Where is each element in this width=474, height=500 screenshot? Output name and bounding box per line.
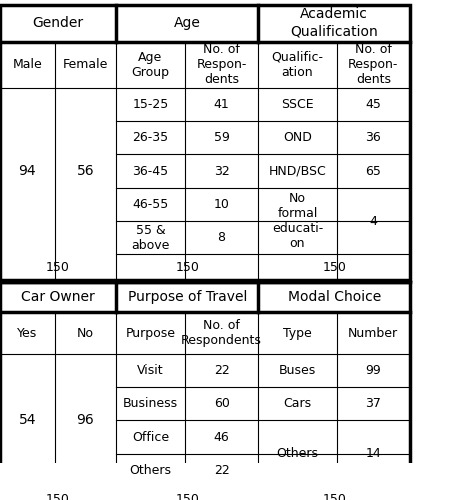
Text: 22: 22 <box>214 464 229 477</box>
Text: No: No <box>77 326 94 340</box>
Text: Visit: Visit <box>137 364 164 377</box>
Text: Business: Business <box>123 398 178 410</box>
Text: Yes: Yes <box>17 326 37 340</box>
Text: 46: 46 <box>214 430 229 444</box>
Text: Type: Type <box>283 326 312 340</box>
Text: OND: OND <box>283 132 312 144</box>
Text: 94: 94 <box>18 164 36 178</box>
Text: 36-45: 36-45 <box>132 164 169 177</box>
Text: 15-25: 15-25 <box>132 98 169 111</box>
Text: 56: 56 <box>76 164 94 178</box>
Text: Gender: Gender <box>33 16 83 30</box>
Text: 150: 150 <box>175 260 199 274</box>
Text: Others: Others <box>276 447 319 460</box>
Text: Female: Female <box>63 58 108 71</box>
Text: Modal Choice: Modal Choice <box>288 290 381 304</box>
Text: 65: 65 <box>365 164 381 177</box>
Text: Age
Group: Age Group <box>131 51 170 79</box>
Text: Others: Others <box>129 464 172 477</box>
Text: 150: 150 <box>46 260 70 274</box>
Text: 45: 45 <box>365 98 381 111</box>
Text: 37: 37 <box>365 398 381 410</box>
Text: Purpose: Purpose <box>126 326 175 340</box>
Text: 150: 150 <box>175 493 199 500</box>
Text: 26-35: 26-35 <box>132 132 169 144</box>
Text: 150: 150 <box>46 493 70 500</box>
Text: 14: 14 <box>365 447 381 460</box>
Text: 4: 4 <box>369 214 377 228</box>
Text: 99: 99 <box>365 364 381 377</box>
Text: No
formal
educati-
on: No formal educati- on <box>272 192 323 250</box>
Text: 10: 10 <box>214 198 229 211</box>
Text: Cars: Cars <box>283 398 311 410</box>
Text: 46-55: 46-55 <box>132 198 169 211</box>
Text: Office: Office <box>132 430 169 444</box>
Text: Academic
Qualification: Academic Qualification <box>290 8 378 39</box>
Text: 59: 59 <box>214 132 229 144</box>
Text: Male: Male <box>12 58 42 71</box>
Text: 60: 60 <box>214 398 229 410</box>
Text: 55 &
above: 55 & above <box>131 224 170 252</box>
Text: 32: 32 <box>214 164 229 177</box>
Text: 8: 8 <box>218 231 226 244</box>
Text: No. of
Respon-
dents: No. of Respon- dents <box>348 44 399 86</box>
Text: 96: 96 <box>76 414 94 428</box>
Text: No. of
Respon-
dents: No. of Respon- dents <box>196 44 247 86</box>
Text: SSCE: SSCE <box>281 98 314 111</box>
Text: Car Owner: Car Owner <box>21 290 95 304</box>
Text: Buses: Buses <box>279 364 316 377</box>
Text: 22: 22 <box>214 364 229 377</box>
Text: Purpose of Travel: Purpose of Travel <box>128 290 247 304</box>
Text: Qualific-
ation: Qualific- ation <box>272 51 323 79</box>
Text: 150: 150 <box>322 493 346 500</box>
Text: No. of
Respondents: No. of Respondents <box>181 319 262 347</box>
Text: HND/BSC: HND/BSC <box>269 164 326 177</box>
Text: Number: Number <box>348 326 398 340</box>
Text: 150: 150 <box>322 260 346 274</box>
Text: Age: Age <box>174 16 201 30</box>
Text: 54: 54 <box>18 414 36 428</box>
Text: 36: 36 <box>365 132 381 144</box>
Text: 41: 41 <box>214 98 229 111</box>
